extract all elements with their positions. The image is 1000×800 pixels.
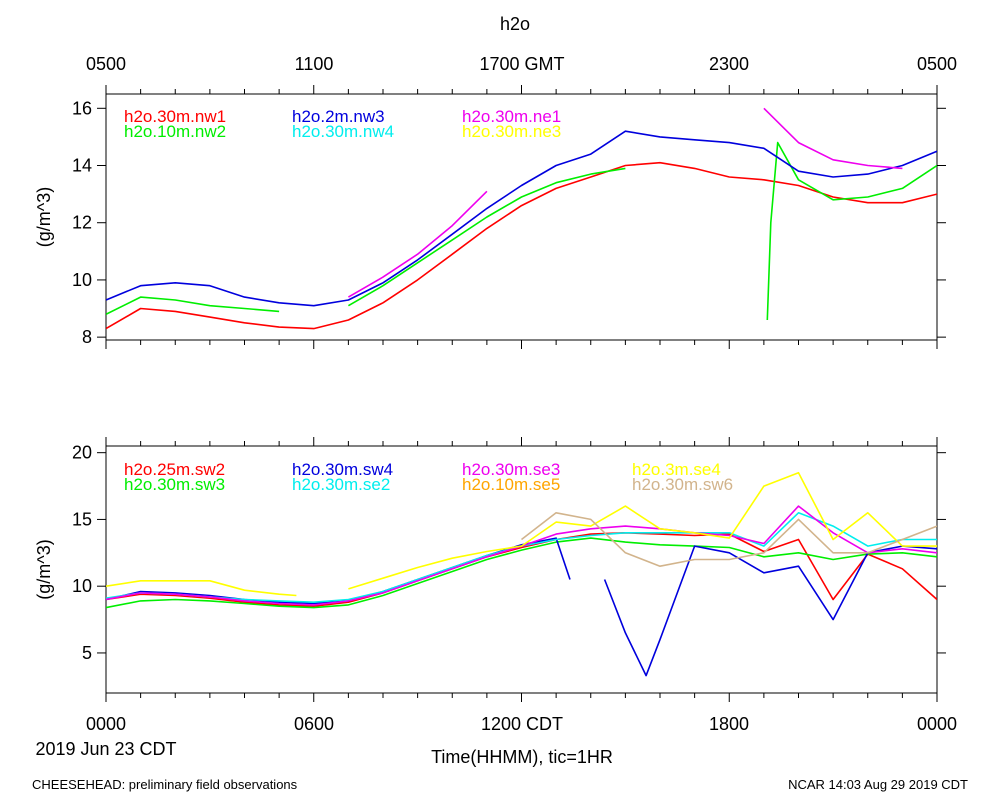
series-group	[106, 107, 937, 330]
bottom-axis-label-1: 0600	[294, 714, 334, 734]
series-line-h2o-30m-sw4	[603, 545, 937, 677]
series-line-h2o-10m-nw2	[766, 141, 937, 321]
series-line-h2o-30m-nw1	[106, 161, 937, 330]
top-axis-label-3: 2300	[709, 54, 749, 74]
series-line-h2o-30m-sw3	[106, 537, 937, 609]
legend-entry-h2o-3m-se4: h2o.3m.se4	[632, 460, 721, 479]
legend-entry-h2o-10m-se5: h2o.10m.se5	[462, 475, 560, 494]
y-tick-label: 20	[72, 443, 92, 463]
top-axis-label-0: 0500	[86, 54, 126, 74]
series-line-h2o-3m-se4	[106, 579, 297, 597]
series-line-h2o-25m-sw2	[106, 531, 937, 608]
legend-entry-h2o-30m-sw4: h2o.30m.sw4	[292, 460, 393, 479]
y-tick-label: 8	[82, 327, 92, 347]
date-label: 2019 Jun 23 CDT	[35, 739, 176, 759]
y-tick-label: 10	[72, 270, 92, 290]
legend-entry-h2o-2m-nw3: h2o.2m.nw3	[292, 107, 385, 126]
series-line-h2o-10m-nw2	[347, 167, 626, 307]
legend-entry-h2o-30m-sw3: h2o.30m.sw3	[124, 475, 225, 494]
series-line-h2o-3m-se4	[348, 471, 937, 590]
y-tick-label: 15	[72, 509, 92, 529]
y-tick-label: 12	[72, 213, 92, 233]
legend-entry-h2o-10m-nw2: h2o.10m.nw2	[124, 122, 226, 141]
bottom-axis-label-0: 0000	[86, 714, 126, 734]
legend-entry-h2o-30m-ne1: h2o.30m.ne1	[462, 107, 561, 126]
footer-left: CHEESEHEAD: preliminary field observatio…	[32, 777, 298, 792]
x-axis-label: Time(HHMM), tic=1HR	[431, 747, 613, 767]
y-tick-label: 14	[72, 156, 92, 176]
legend-entry-h2o-30m-se3: h2o.30m.se3	[462, 460, 560, 479]
bottom-axis-label-4: 0000	[917, 714, 957, 734]
legend-entry-h2o-30m-se2: h2o.30m.se2	[292, 475, 390, 494]
y-tick-label: 16	[72, 98, 92, 118]
legend-entry-h2o-30m-ne3: h2o.30m.ne3	[462, 122, 561, 141]
series-line-h2o-30m-ne1	[347, 190, 488, 298]
bottom-axis-label-3: 1800	[709, 714, 749, 734]
y-tick-label: 5	[82, 643, 92, 663]
series-line-h2o-10m-nw2	[106, 296, 280, 316]
legend-entry-h2o-30m-nw4: h2o.30m.nw4	[292, 122, 394, 141]
bottom-axis-labels: 0000 0600 1200 CDT 1800 0000	[86, 714, 957, 734]
legend-entry-h2o-30m-nw1: h2o.30m.nw1	[124, 107, 226, 126]
y-axis-label: (g/m^3)	[34, 539, 54, 599]
top-axis-label-1: 1100	[295, 54, 334, 74]
y-axis-label: (g/m^3)	[34, 187, 54, 247]
chart-title: h2o	[500, 14, 530, 34]
top-axis-labels: 0500 1100 1700 GMT 2300 0500	[86, 54, 957, 74]
top-axis-label-2: 1700 GMT	[479, 54, 564, 74]
series-line-h2o-30m-sw6	[521, 511, 937, 568]
legend-entry-h2o-30m-sw6: h2o.30m.sw6	[632, 475, 733, 494]
bottom-axis-label-2: 1200 CDT	[481, 714, 563, 734]
series-line-h2o-2m-nw3	[106, 130, 937, 307]
series-line-h2o-30m-ne1	[763, 107, 903, 170]
y-tick-label: 10	[72, 576, 92, 596]
footer-right: NCAR 14:03 Aug 29 2019 CDT	[788, 777, 968, 792]
top-axis-label-4: 0500	[917, 54, 957, 74]
series-group	[106, 471, 937, 677]
legend-entry-h2o-25m-sw2: h2o.25m.sw2	[124, 460, 225, 479]
